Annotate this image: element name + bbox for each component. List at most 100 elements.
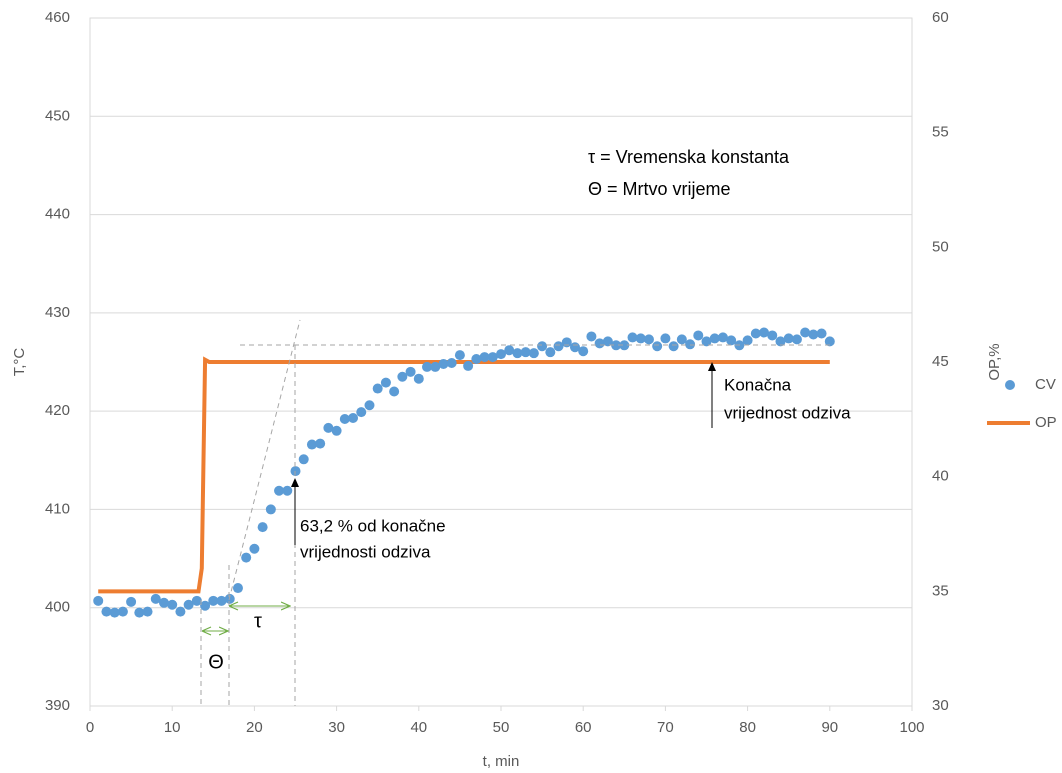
data-point [824, 336, 835, 347]
data-point [512, 348, 523, 359]
x-tick-label: 50 [493, 719, 510, 736]
data-point [750, 328, 761, 339]
x-tick-label: 40 [410, 719, 427, 736]
data-point [767, 330, 778, 341]
data-point [93, 595, 104, 606]
data-point [553, 341, 564, 352]
data-point [323, 422, 334, 433]
data-point [759, 327, 770, 338]
data-point [208, 595, 219, 606]
data-point [709, 333, 720, 344]
data-point [282, 485, 293, 496]
data-point [783, 333, 794, 344]
data-point [693, 330, 704, 341]
data-point [183, 599, 194, 610]
data-point [726, 335, 737, 346]
data-point [306, 439, 317, 450]
data-point [602, 336, 613, 347]
data-point [339, 414, 350, 425]
data-point [216, 595, 227, 606]
data-point [389, 386, 400, 397]
data-point [463, 360, 474, 371]
data-point [101, 606, 112, 617]
y-tick-label: 460 [45, 9, 70, 26]
guides [200, 319, 830, 706]
data-point [487, 352, 498, 363]
y-tick-label: 400 [45, 599, 70, 616]
x-tick-label: 0 [86, 719, 94, 736]
data-point [537, 341, 548, 352]
data-point [397, 371, 408, 382]
data-point [800, 327, 811, 338]
x-tick-label: 30 [328, 719, 345, 736]
data-point [528, 348, 539, 359]
y2-tick-label: 40 [932, 468, 949, 485]
data-point [808, 329, 819, 340]
data-point [504, 345, 515, 356]
data-point [167, 599, 178, 610]
data-point [257, 522, 268, 533]
x-tick-label: 20 [246, 719, 263, 736]
data-point [150, 593, 161, 604]
data-point [232, 583, 243, 594]
y-tick-label: 430 [45, 304, 70, 321]
data-point [545, 347, 556, 358]
data-point [298, 454, 309, 465]
data-point [635, 333, 646, 344]
data-point [479, 352, 490, 363]
data-point [126, 596, 137, 607]
annotation: 63,2 % od konačne [300, 516, 446, 535]
data-point [742, 335, 753, 346]
annotation: Konačna [724, 375, 792, 394]
annotation: Θ = Mrtvo vrijeme [588, 179, 731, 199]
data-point [520, 347, 531, 358]
y-tick-label: 420 [45, 402, 70, 419]
data-point [816, 328, 827, 339]
data-point [454, 350, 465, 361]
data-point [158, 597, 169, 608]
x-tick-label: 100 [899, 719, 924, 736]
data-point [701, 336, 712, 347]
data-point [331, 425, 342, 436]
data-point [471, 354, 482, 365]
data-point [422, 361, 433, 372]
data-point [405, 366, 416, 377]
line [98, 356, 830, 594]
y-axis-title: T,°C [11, 348, 28, 377]
data-point [356, 407, 367, 418]
data-point [578, 346, 589, 357]
legend-label: CV [1035, 376, 1056, 393]
data-point [315, 438, 326, 449]
data-point [791, 334, 802, 345]
data-point [380, 377, 391, 388]
data-point [668, 341, 679, 352]
y-tick-label: 410 [45, 500, 70, 517]
data-point [117, 606, 128, 617]
y2-tick-label: 35 [932, 582, 949, 599]
data-point [191, 595, 202, 606]
annotation: Θ [208, 651, 224, 673]
y-tick-label: 390 [45, 697, 70, 714]
data-point [265, 504, 276, 515]
data-point [446, 357, 457, 368]
data-point [372, 383, 383, 394]
y2-tick-label: 30 [932, 697, 949, 714]
y2-tick-label: 55 [932, 124, 949, 141]
annotation: vrijednost odziva [724, 403, 851, 422]
data-point [134, 607, 145, 618]
data-point [594, 338, 605, 349]
data-point [241, 552, 252, 563]
annotation: τ = Vremenska konstanta [588, 147, 790, 167]
data-point [717, 332, 728, 343]
annotation: vrijednosti odziva [300, 542, 431, 561]
data-point [685, 339, 696, 350]
data-point [627, 332, 638, 343]
annotation: τ [254, 610, 262, 632]
data-point [619, 340, 630, 351]
x-tick-label: 70 [657, 719, 674, 736]
y2-tick-label: 45 [932, 353, 949, 370]
data-point [249, 543, 260, 554]
data-point [109, 607, 120, 618]
x-tick-label: 90 [821, 719, 838, 736]
